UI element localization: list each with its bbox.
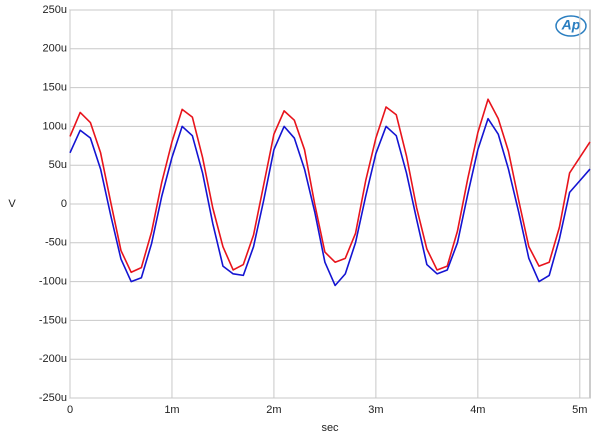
x-tick-label: 5m — [572, 404, 587, 416]
y-tick-label: 150u — [43, 82, 67, 94]
y-tick-label: 0 — [61, 198, 67, 210]
y-tick-label: 200u — [43, 43, 67, 55]
x-tick-label: 0 — [67, 404, 73, 416]
x-tick-label: 3m — [368, 404, 383, 416]
logo-ring — [555, 15, 587, 37]
x-tick-label: 2m — [266, 404, 281, 416]
logo: Ap — [561, 17, 581, 33]
y-tick-label: -200u — [39, 353, 67, 365]
y-tick-label: -150u — [39, 314, 67, 326]
x-axis-label: sec — [321, 422, 339, 434]
y-tick-label: 50u — [49, 159, 67, 171]
y-axis-label: V — [8, 198, 16, 210]
y-tick-label: 250u — [43, 4, 67, 16]
y-tick-label: -250u — [39, 392, 67, 404]
series-line — [69, 117, 591, 287]
y-tick-label: -50u — [45, 237, 67, 249]
series-line — [69, 98, 591, 274]
y-tick-label: 100u — [43, 120, 67, 132]
y-tick-label: -100u — [39, 276, 67, 288]
x-tick-label: 4m — [470, 404, 485, 416]
x-tick-label: 1m — [164, 404, 179, 416]
